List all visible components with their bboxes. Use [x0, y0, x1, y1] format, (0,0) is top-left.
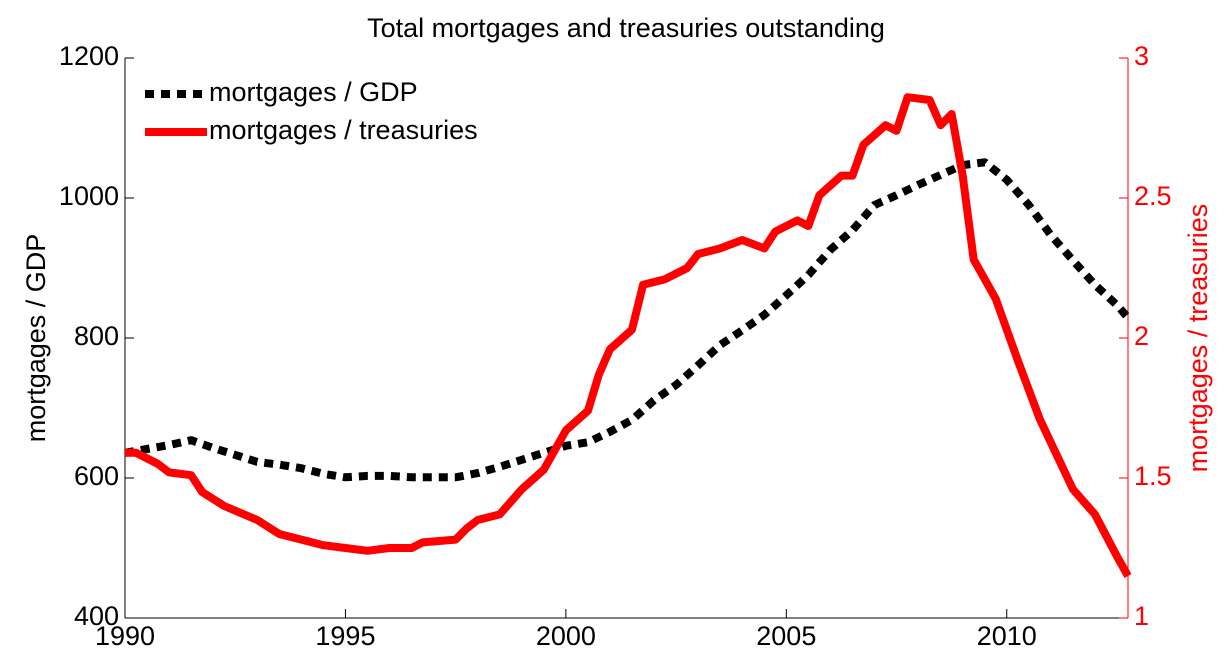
x-tick-label: 2000 [536, 621, 596, 651]
chart-title: Total mortgages and treasuries outstandi… [367, 13, 885, 43]
y-tick-label: 400 [74, 601, 119, 631]
x-tick-label: 2010 [977, 621, 1037, 651]
y2-tick-label: 2 [1134, 321, 1149, 351]
legend-label: mortgages / treasuries [209, 115, 478, 145]
y2-tick-label: 3 [1134, 41, 1149, 71]
x-tick-label: 1990 [95, 621, 155, 651]
y-tick-label: 600 [74, 461, 119, 491]
legend-label: mortgages / GDP [209, 77, 418, 107]
y2-axis-label: mortgages / treasuries [1183, 204, 1213, 473]
y-tick-label: 1200 [59, 41, 119, 71]
y2-tick-label: 1 [1134, 601, 1149, 631]
y-axis-label: mortgages / GDP [21, 234, 51, 443]
x-tick-label: 2005 [756, 621, 816, 651]
data-line [125, 93, 1132, 578]
y-tick-label: 1000 [59, 181, 119, 211]
y2-tick-label: 2.5 [1134, 181, 1172, 211]
y-tick-label: 800 [74, 321, 119, 351]
data-line [124, 158, 1132, 482]
y2-tick-label: 1.5 [1134, 461, 1172, 491]
x-tick-label: 1995 [315, 621, 375, 651]
